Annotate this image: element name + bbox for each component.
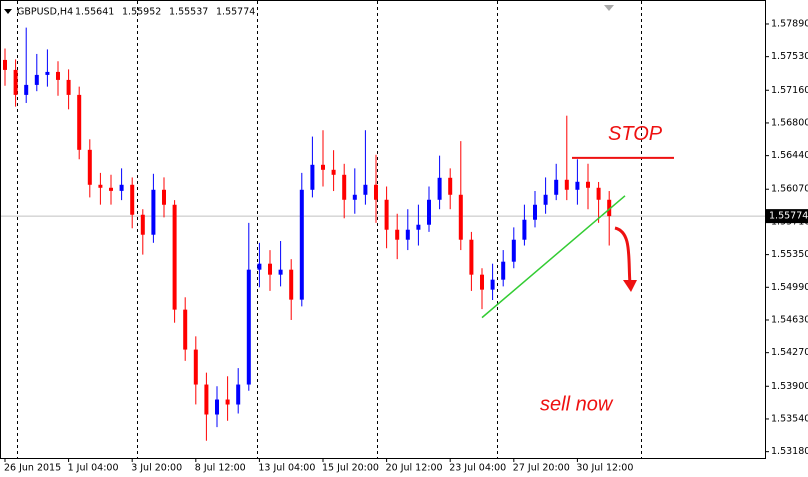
- stop-label: STOP: [608, 123, 663, 145]
- candle-body: [596, 187, 601, 200]
- candle-body: [310, 164, 315, 190]
- candle-body: [236, 384, 241, 405]
- candle-body: [607, 199, 612, 217]
- candle-body: [13, 69, 18, 95]
- candle-body: [3, 59, 7, 70]
- y-tick-label: 1.56800: [771, 117, 808, 128]
- candle-body: [321, 164, 325, 170]
- candle-body: [45, 71, 50, 75]
- candle-body: [98, 184, 103, 188]
- candle-body: [564, 179, 569, 190]
- y-tick-label: 1.56440: [771, 150, 808, 161]
- candle-body: [204, 384, 209, 415]
- x-tick-label: 8 Jul 12:00: [195, 463, 246, 474]
- x-tick-label: 20 Jul 12:00: [386, 463, 443, 474]
- x-tick-label: 23 Jul 04:00: [449, 463, 506, 474]
- x-tick-label: 3 Jul 20:00: [131, 463, 182, 474]
- plot-area: [0, 0, 766, 459]
- y-tick-label: 1.54990: [771, 282, 808, 293]
- candle-body: [427, 199, 431, 225]
- candle-body: [501, 261, 506, 280]
- candle-body: [448, 177, 453, 195]
- quote-value: 1.55774: [216, 7, 255, 18]
- candle-body: [469, 239, 474, 275]
- candle-body: [162, 189, 166, 205]
- candle-body: [490, 279, 495, 290]
- y-tick-label: 1.53180: [771, 446, 808, 457]
- shift-marker: [604, 5, 614, 11]
- candle-body: [257, 263, 262, 270]
- candle-body: [34, 74, 39, 85]
- x-tick-label: 26 Jun 2015: [4, 463, 61, 474]
- candle-body: [109, 187, 113, 191]
- candle-body: [268, 263, 272, 275]
- candle-body: [352, 194, 357, 200]
- candle-body: [299, 189, 304, 300]
- quote-value: 1.55537: [169, 7, 208, 18]
- candle-body: [384, 199, 389, 230]
- candle-body: [183, 309, 188, 350]
- candle-body: [87, 149, 92, 185]
- candle-body: [575, 181, 580, 190]
- candle-body: [77, 94, 82, 150]
- x-tick-label: 13 Jul 04:00: [258, 463, 315, 474]
- candle-body: [511, 239, 516, 262]
- arrow-head: [623, 280, 637, 292]
- candle-body: [172, 204, 177, 310]
- candle-body: [119, 184, 124, 191]
- y-tick-label: 1.54270: [771, 347, 808, 358]
- y-tick-label: 1.53540: [771, 413, 808, 424]
- candle-body: [405, 229, 410, 240]
- y-tick-label: 1.56070: [771, 184, 808, 195]
- trendline: [481, 195, 626, 319]
- symbol: GBPUSD,H4: [17, 7, 73, 18]
- candle-body: [480, 274, 484, 290]
- price-label: 1.55774: [769, 211, 808, 222]
- candle-body: [140, 214, 145, 235]
- candle-body: [246, 269, 251, 385]
- candle-body: [437, 177, 442, 200]
- candle-body: [416, 224, 421, 230]
- candle-body: [458, 194, 463, 240]
- candle-body: [554, 179, 559, 195]
- candle-body: [331, 169, 336, 175]
- x-tick-label: 30 Jul 12:00: [576, 463, 633, 474]
- candle-body: [66, 79, 71, 95]
- price-label-bg: [766, 209, 808, 224]
- candle-body: [586, 181, 590, 188]
- x-tick-label: 27 Jul 20:00: [513, 463, 570, 474]
- candle-body: [130, 184, 135, 215]
- candle-body: [24, 84, 29, 95]
- candle-body: [225, 399, 230, 405]
- candle-body: [151, 189, 156, 235]
- candle-body: [278, 269, 283, 275]
- x-tick-label: 1 Jul 04:00: [68, 463, 119, 474]
- menu-arrow[interactable]: [4, 9, 12, 14]
- candle-body: [522, 219, 527, 240]
- candle-body: [342, 174, 347, 200]
- y-tick-label: 1.57530: [771, 51, 808, 62]
- quote-value: 1.55641: [75, 7, 114, 18]
- candle-body: [215, 399, 219, 415]
- annotation: sell now: [540, 393, 614, 415]
- candle-body: [374, 184, 378, 200]
- y-tick-label: 1.54630: [771, 314, 808, 325]
- candle-body: [56, 71, 60, 80]
- arrow: [614, 226, 632, 285]
- candle-body: [363, 184, 368, 195]
- y-tick-label: 1.57890: [771, 18, 808, 29]
- y-tick-label: 1.57160: [771, 85, 808, 96]
- candle-body: [193, 349, 198, 385]
- candle-body: [395, 229, 400, 240]
- y-tick-label: 1.55350: [771, 249, 808, 260]
- candle-body: [533, 204, 537, 220]
- y-tick-label: 1.53900: [771, 381, 808, 392]
- candle-body: [289, 269, 294, 300]
- quote-value: 1.55952: [122, 7, 161, 18]
- candle-body: [543, 194, 548, 205]
- x-tick-label: 15 Jul 20:00: [322, 463, 379, 474]
